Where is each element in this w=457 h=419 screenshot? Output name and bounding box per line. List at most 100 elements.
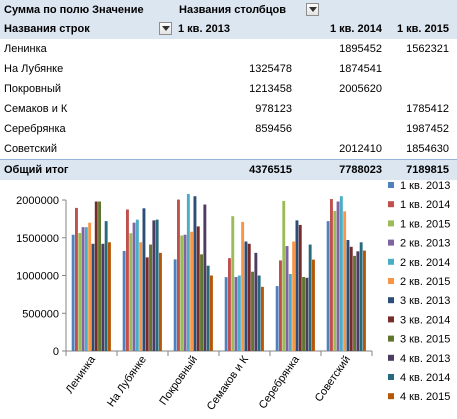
bar xyxy=(224,277,228,351)
col-header-2[interactable]: 1 кв. 2014 xyxy=(329,23,382,35)
bar xyxy=(346,240,350,351)
legend-swatch xyxy=(388,258,394,265)
bar xyxy=(305,277,309,351)
legend-swatch xyxy=(388,201,394,208)
value-cell[interactable]: 1325478 xyxy=(249,63,292,75)
value-cell[interactable] xyxy=(382,59,449,79)
value-cell[interactable]: 1562321 xyxy=(406,43,449,55)
bar xyxy=(88,222,92,351)
value-cell[interactable]: 1854630 xyxy=(406,143,449,155)
x-tick-label: Покровный xyxy=(157,354,200,408)
value-cell[interactable]: 1874541 xyxy=(339,63,382,75)
bar xyxy=(279,260,282,351)
legend-label: 3 кв. 2015 xyxy=(400,334,450,346)
bar xyxy=(200,254,203,351)
value-cell[interactable] xyxy=(200,39,292,59)
x-tick-label: Ленинка xyxy=(64,353,99,396)
bar xyxy=(132,222,136,351)
value-cell[interactable] xyxy=(200,139,292,159)
value-cell[interactable]: 1785412 xyxy=(406,103,449,115)
bar xyxy=(94,201,98,351)
row-label[interactable]: Советский xyxy=(4,143,58,155)
bar xyxy=(155,219,159,351)
bar xyxy=(108,242,111,351)
bar xyxy=(159,252,162,351)
columns-filter-dropdown[interactable] xyxy=(306,3,319,16)
bar xyxy=(180,235,184,351)
x-tick-label: Советский xyxy=(313,354,353,404)
value-cell[interactable]: 859456 xyxy=(255,123,292,135)
row-label[interactable]: Серебрянка xyxy=(4,123,66,135)
bar xyxy=(336,201,340,351)
value-cell[interactable] xyxy=(382,79,449,99)
bar xyxy=(343,211,347,351)
total-cell[interactable]: 7189815 xyxy=(406,164,449,176)
col-header-1[interactable]: 1 кв. 2013 xyxy=(178,23,231,35)
x-tick-label: Семаков и К xyxy=(205,353,251,412)
bar xyxy=(135,219,139,351)
bar xyxy=(298,224,302,351)
pivot-header-row: Сумма по полю Значение Названия столбцов xyxy=(0,0,457,20)
bar xyxy=(292,241,296,351)
legend-label: 4 кв. 2015 xyxy=(400,391,450,403)
values-field-label[interactable]: Сумма по полю Значение xyxy=(4,4,144,16)
legend-label: 1 кв. 2015 xyxy=(400,218,450,230)
bar xyxy=(142,208,146,351)
bar xyxy=(210,275,213,351)
legend-label: 4 кв. 2014 xyxy=(400,372,450,384)
y-tick-label: 2000000 xyxy=(16,195,59,207)
row-label[interactable]: Ленинка xyxy=(4,43,47,55)
value-cell[interactable]: 2005620 xyxy=(339,83,382,95)
table-row: Покровный 1213458 2005620 xyxy=(0,79,457,99)
bar xyxy=(190,231,194,351)
row-label[interactable]: Покровный xyxy=(4,83,62,95)
bar xyxy=(81,227,85,351)
bar xyxy=(356,251,360,351)
bar xyxy=(129,233,133,351)
grand-total-row: Общий итог 4376515 7788023 7189815 xyxy=(0,159,457,180)
bar xyxy=(183,234,187,351)
total-cell[interactable]: 7788023 xyxy=(339,164,382,176)
bar xyxy=(145,257,149,351)
legend-swatch xyxy=(388,374,394,380)
total-cell[interactable]: 4376515 xyxy=(249,164,292,176)
bar xyxy=(353,255,356,351)
bar xyxy=(302,277,305,351)
bar xyxy=(237,275,241,351)
value-cell[interactable]: 978123 xyxy=(255,103,292,115)
x-tick-label: Серебрянка xyxy=(257,353,303,411)
grand-total-label[interactable]: Общий итог xyxy=(4,164,69,176)
bar xyxy=(282,200,286,351)
col-header-3[interactable]: 1 кв. 2015 xyxy=(396,23,449,35)
columns-field-label[interactable]: Названия столбцов xyxy=(179,4,286,16)
bar xyxy=(75,207,78,351)
rows-field-label[interactable]: Названия строк xyxy=(4,23,90,35)
legend-label: 3 кв. 2013 xyxy=(400,295,450,307)
rows-filter-dropdown[interactable] xyxy=(159,22,172,35)
table-row: Семаков и К 978123 1785412 xyxy=(0,99,457,119)
bar xyxy=(152,220,156,351)
bar xyxy=(288,273,292,351)
legend-label: 4 кв. 2013 xyxy=(400,353,450,365)
legend-label: 3 кв. 2014 xyxy=(400,314,450,326)
bar xyxy=(196,226,200,351)
value-cell[interactable] xyxy=(300,99,382,119)
value-cell[interactable]: 2012410 xyxy=(339,143,382,155)
row-label[interactable]: Семаков и К xyxy=(4,103,68,115)
pivot-chart[interactable]: 0 500000 1000000 1500000 2000000 Ленинка На Лу… xyxy=(0,178,457,419)
bar xyxy=(206,265,210,351)
row-label[interactable]: На Лубянке xyxy=(4,63,64,75)
bar xyxy=(244,241,248,351)
value-cell[interactable]: 1213458 xyxy=(249,83,292,95)
value-cell[interactable] xyxy=(300,119,382,139)
bar xyxy=(251,271,254,351)
bar xyxy=(333,210,337,351)
legend-label: 2 кв. 2014 xyxy=(400,257,450,269)
bar xyxy=(234,277,238,351)
legend-label: 1 кв. 2014 xyxy=(400,199,450,211)
legend-swatch xyxy=(388,335,394,342)
bar xyxy=(254,252,258,351)
value-cell[interactable]: 1987452 xyxy=(406,123,449,135)
value-cell[interactable]: 1895452 xyxy=(339,43,382,55)
legend-swatch xyxy=(388,393,394,400)
